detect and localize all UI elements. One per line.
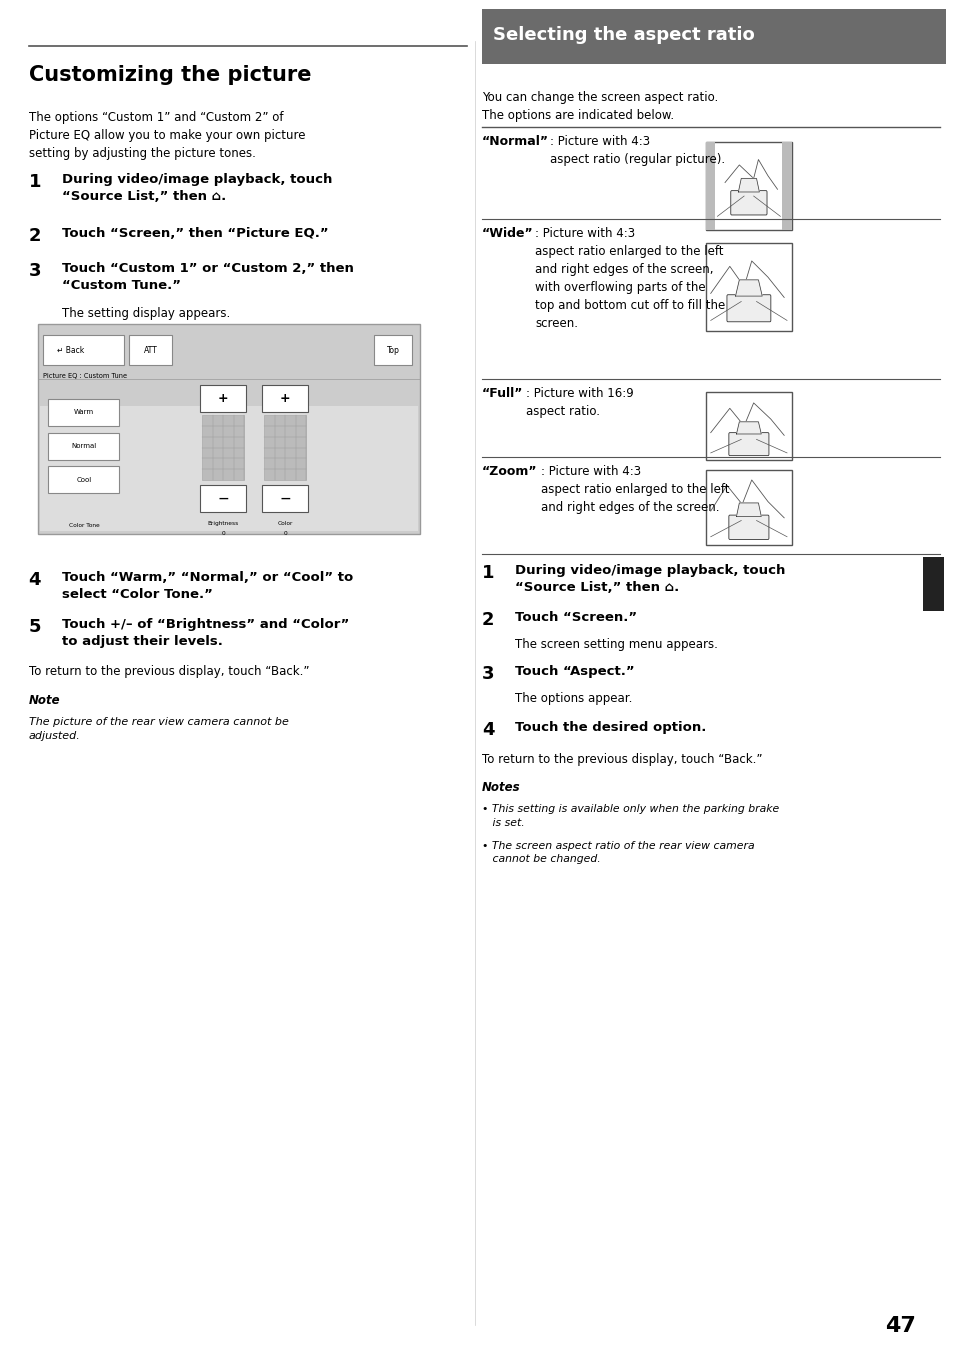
Text: Touch the desired option.: Touch the desired option. [515,721,706,734]
Polygon shape [735,280,761,296]
Text: “Full”: “Full” [481,387,522,400]
FancyBboxPatch shape [48,433,119,460]
FancyBboxPatch shape [202,415,244,480]
Text: —: — [280,493,290,504]
Text: Color: Color [277,521,293,526]
Text: “Normal”: “Normal” [481,135,548,149]
FancyBboxPatch shape [262,385,308,412]
Text: : Picture with 4:3
aspect ratio enlarged to the left
and right edges of the scre: : Picture with 4:3 aspect ratio enlarged… [535,227,724,330]
FancyBboxPatch shape [705,392,791,460]
Text: : Picture with 4:3
aspect ratio (regular picture).: : Picture with 4:3 aspect ratio (regular… [550,135,725,166]
Text: Warm: Warm [73,410,94,415]
Text: 4: 4 [481,721,494,738]
FancyBboxPatch shape [200,485,246,512]
Text: You can change the screen aspect ratio.
The options are indicated below.: You can change the screen aspect ratio. … [481,91,718,122]
FancyBboxPatch shape [923,557,943,611]
Text: 1: 1 [481,564,494,581]
Text: • The screen aspect ratio of the rear view camera
   cannot be changed.: • The screen aspect ratio of the rear vi… [481,841,754,864]
FancyBboxPatch shape [374,335,412,365]
FancyBboxPatch shape [705,142,715,230]
Text: ↵ Back: ↵ Back [57,346,85,354]
FancyBboxPatch shape [129,335,172,365]
Text: : Picture with 4:3
aspect ratio enlarged to the left
and right edges of the scre: : Picture with 4:3 aspect ratio enlarged… [540,465,729,514]
FancyBboxPatch shape [43,335,124,365]
Text: Note: Note [29,694,60,707]
FancyBboxPatch shape [705,142,791,230]
Text: Brightness: Brightness [208,521,238,526]
Text: Color Tone: Color Tone [69,523,99,529]
Polygon shape [736,422,760,434]
Text: The options “Custom 1” and “Custom 2” of
Picture EQ allow you to make your own p: The options “Custom 1” and “Custom 2” of… [29,111,305,160]
FancyBboxPatch shape [48,466,119,493]
Text: 3: 3 [29,262,41,280]
Text: The picture of the rear view camera cannot be
adjusted.: The picture of the rear view camera cann… [29,717,288,741]
Text: 5: 5 [29,618,41,635]
Text: • This setting is available only when the parking brake
   is set.: • This setting is available only when th… [481,804,779,827]
Text: “Zoom”: “Zoom” [481,465,537,479]
Text: —: — [218,493,228,504]
Text: During video/image playback, touch
“Source List,” then ⌂.: During video/image playback, touch “Sour… [62,173,332,203]
Text: Touch “Custom 1” or “Custom 2,” then
“Custom Tune.”: Touch “Custom 1” or “Custom 2,” then “Cu… [62,262,354,292]
Text: 0: 0 [283,531,287,537]
FancyBboxPatch shape [705,243,791,331]
FancyBboxPatch shape [200,385,246,412]
Text: The options appear.: The options appear. [515,692,632,706]
Text: 2: 2 [29,227,41,245]
Text: +: + [217,392,229,406]
Text: 4: 4 [29,571,41,588]
Text: : Picture with 16:9
aspect ratio.: : Picture with 16:9 aspect ratio. [525,387,633,418]
FancyBboxPatch shape [705,470,791,545]
Text: To return to the previous display, touch “Back.”: To return to the previous display, touch… [29,665,309,679]
Text: Notes: Notes [481,781,519,795]
FancyBboxPatch shape [726,295,770,322]
Text: 1: 1 [29,173,41,191]
FancyBboxPatch shape [262,485,308,512]
Text: 3: 3 [481,665,494,683]
FancyBboxPatch shape [48,399,119,426]
FancyBboxPatch shape [728,433,768,456]
Text: Selecting the aspect ratio: Selecting the aspect ratio [493,26,754,45]
Text: ATT: ATT [144,346,157,354]
Text: Touch “Screen,” then “Picture EQ.”: Touch “Screen,” then “Picture EQ.” [62,227,328,241]
Text: To return to the previous display, touch “Back.”: To return to the previous display, touch… [481,753,761,767]
Text: Touch “Screen.”: Touch “Screen.” [515,611,637,625]
Text: During video/image playback, touch
“Source List,” then ⌂.: During video/image playback, touch “Sour… [515,564,784,594]
Text: 2: 2 [481,611,494,629]
FancyBboxPatch shape [38,324,419,534]
Text: +: + [279,392,291,406]
FancyBboxPatch shape [264,415,306,480]
Text: Touch “Aspect.”: Touch “Aspect.” [515,665,634,679]
Text: 0: 0 [221,531,225,537]
Text: Picture EQ : Custom Tune: Picture EQ : Custom Tune [43,373,127,379]
Text: Touch +/– of “Brightness” and “Color”
to adjust their levels.: Touch +/– of “Brightness” and “Color” to… [62,618,349,648]
FancyBboxPatch shape [728,515,768,539]
Text: Touch “Warm,” “Normal,” or “Cool” to
select “Color Tone.”: Touch “Warm,” “Normal,” or “Cool” to sel… [62,571,353,600]
FancyBboxPatch shape [781,142,791,230]
Text: Cool: Cool [76,477,91,483]
Text: The setting display appears.: The setting display appears. [62,307,230,320]
Polygon shape [738,178,759,192]
FancyBboxPatch shape [730,191,766,215]
Text: Normal: Normal [71,443,96,449]
Polygon shape [736,503,760,516]
Text: Top: Top [386,346,399,354]
FancyBboxPatch shape [481,9,945,64]
Text: 47: 47 [884,1315,915,1336]
Text: Customizing the picture: Customizing the picture [29,65,311,85]
Text: “Wide”: “Wide” [481,227,533,241]
FancyBboxPatch shape [40,406,417,531]
Text: The screen setting menu appears.: The screen setting menu appears. [515,638,718,652]
